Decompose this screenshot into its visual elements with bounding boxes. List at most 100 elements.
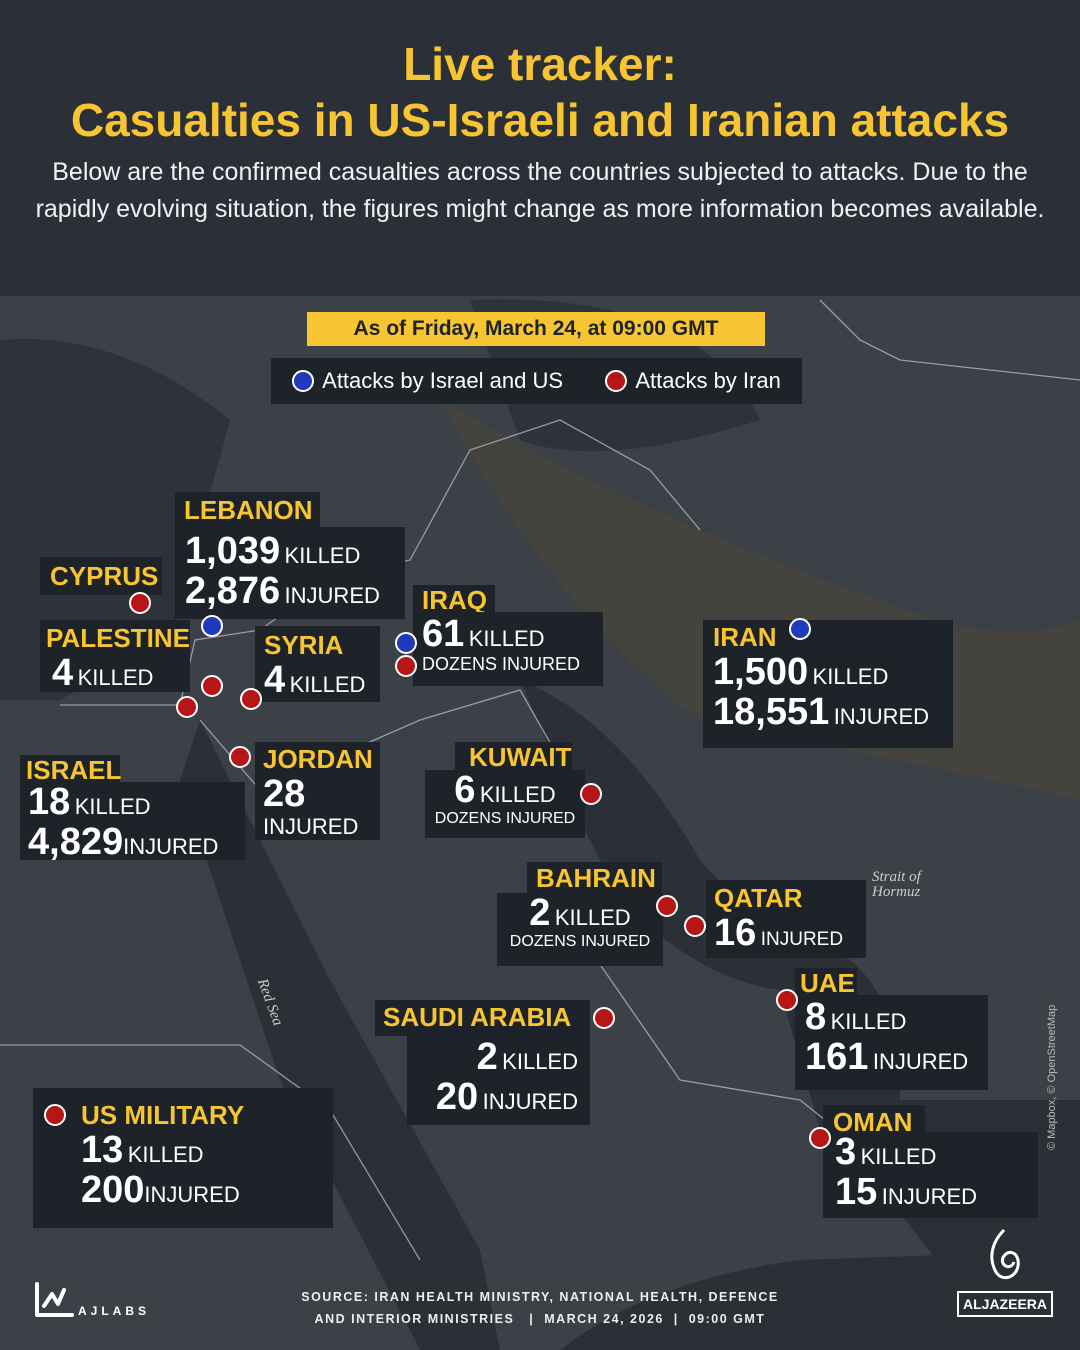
injured-text: DOZENS INJURED xyxy=(434,810,576,827)
injured-label: INJURED xyxy=(760,929,844,950)
aljazeera-calligraphy-icon xyxy=(990,1228,1020,1280)
injured-count: 20 xyxy=(435,1076,479,1118)
iraq-marker-red xyxy=(395,655,417,677)
injured-label: INJURED xyxy=(482,1089,578,1114)
killed-count: 6 xyxy=(454,769,476,811)
syria-box: SYRIA 4 KILLED xyxy=(255,626,380,702)
country-name: LEBANON xyxy=(184,495,313,525)
ajlabs-text: AJLABS xyxy=(78,1304,151,1318)
aljazeera-logo: ALJAZEERA xyxy=(957,1291,1054,1317)
lebanon-name-box: LEBANON xyxy=(175,492,320,528)
legend: Attacks by Israel and US Attacks by Iran xyxy=(271,358,802,404)
ajlabs-logo: AJLABS xyxy=(34,1282,150,1318)
blue-dot-icon xyxy=(292,370,315,392)
qatar-marker xyxy=(684,915,706,937)
killed-label: KILLED xyxy=(502,1049,578,1074)
saudi-stats: 2 KILLED 20 INJURED xyxy=(407,1035,590,1125)
injured-label: INJURED xyxy=(833,704,930,729)
us-military-marker xyxy=(44,1104,66,1126)
legend-iran: Attacks by Iran xyxy=(605,368,781,394)
map-credit: © Mapbox, © OpenStreetMap xyxy=(1046,1004,1058,1150)
killed-count: 4 xyxy=(264,659,286,701)
killed-label: KILLED xyxy=(468,626,545,651)
iraq-marker-blue xyxy=(395,632,417,654)
oman-marker xyxy=(809,1127,831,1149)
country-name: JORDAN xyxy=(263,744,373,774)
iran-box: IRAN 1,500 KILLED 18,551 INJURED xyxy=(703,620,953,748)
iraq-name-box: IRAQ xyxy=(413,585,495,615)
injured-count: 15 xyxy=(835,1171,878,1213)
ajlabs-chart-icon xyxy=(35,1282,74,1317)
country-name: PALESTINE xyxy=(46,623,190,653)
source-footer: SOURCE: IRAN HEALTH MINISTRY, NATIONAL H… xyxy=(280,1286,800,1330)
israel-name-box: ISRAEL xyxy=(20,755,121,785)
injured-text: DOZENS INJURED xyxy=(509,933,651,950)
bahrain-marker xyxy=(656,895,678,917)
country-name: CYPRUS xyxy=(50,561,159,591)
saudi-marker xyxy=(593,1007,615,1029)
source-line-2: AND INTERIOR MINISTRIES | MARCH 24, 2026… xyxy=(314,1312,766,1326)
kuwait-marker xyxy=(580,783,602,805)
bahrain-name-box: BAHRAIN xyxy=(527,862,662,895)
strait-label: Strait of Hormuz xyxy=(872,869,921,900)
injured-count: 161 xyxy=(805,1036,869,1078)
killed-label: KILLED xyxy=(77,665,154,690)
lebanon-stats: 1,039 KILLED 2,876 INJURED xyxy=(175,527,405,619)
killed-count: 13 xyxy=(81,1129,124,1171)
cyprus-marker xyxy=(129,592,151,614)
killed-count: 2 xyxy=(529,892,551,934)
killed-label: KILLED xyxy=(74,794,151,819)
country-name: US MILITARY xyxy=(81,1100,245,1130)
country-name: KUWAIT xyxy=(469,742,572,772)
killed-label: KILLED xyxy=(284,543,361,568)
injured-label: INJURED xyxy=(872,1049,969,1074)
subtitle: Below are the confirmed casualties acros… xyxy=(35,158,1045,223)
bahrain-stats: 2 KILLED DOZENS INJURED xyxy=(497,893,663,966)
us-military-box: US MILITARY 13 KILLED 200INJURED xyxy=(33,1088,333,1228)
title-line-2: Casualties in US-Israeli and Iranian att… xyxy=(70,94,1010,146)
syria-marker xyxy=(240,688,262,710)
jordan-marker xyxy=(229,746,251,768)
country-name: UAE xyxy=(800,968,855,998)
killed-label: KILLED xyxy=(554,905,631,930)
killed-label: KILLED xyxy=(830,1009,907,1034)
country-name: IRAQ xyxy=(422,585,487,615)
legend-israel-us: Attacks by Israel and US xyxy=(292,368,563,394)
israel-stats: 18 KILLED 4,829INJURED xyxy=(20,782,245,863)
cyprus-box: CYPRUS xyxy=(40,557,162,595)
killed-count: 4 xyxy=(52,652,74,694)
killed-label: KILLED xyxy=(127,1142,204,1167)
killed-label: KILLED xyxy=(289,672,366,697)
iraq-stats: 61 KILLED DOZENS INJURED xyxy=(413,612,603,686)
killed-label: KILLED xyxy=(860,1144,937,1169)
date-banner: As of Friday, March 24, at 09:00 GMT xyxy=(307,312,765,346)
country-name: QATAR xyxy=(714,883,803,913)
killed-count: 1,500 xyxy=(713,651,809,693)
iran-marker xyxy=(789,618,811,640)
palestine-box: PALESTINE 4 KILLED xyxy=(40,620,190,694)
red-dot-icon xyxy=(605,370,628,392)
injured-text: DOZENS INJURED xyxy=(422,654,581,674)
country-name: BAHRAIN xyxy=(536,863,656,893)
source-line-1: SOURCE: IRAN HEALTH MINISTRY, NATIONAL H… xyxy=(301,1290,779,1304)
title-line-1: Live tracker: xyxy=(403,38,677,90)
oman-stats: 3 KILLED 15 INJURED xyxy=(823,1132,1038,1218)
injured-label: INJURED xyxy=(284,583,380,608)
killed-count: 8 xyxy=(805,996,827,1038)
country-name: SAUDI ARABIA xyxy=(383,1002,572,1032)
injured-label: INJURED xyxy=(144,1182,240,1207)
uae-marker xyxy=(776,989,798,1011)
injured-label: INJURED xyxy=(881,1184,978,1209)
lebanon-marker xyxy=(201,615,223,637)
injured-count: 200 xyxy=(81,1169,145,1211)
jordan-box: JORDAN 28 INJURED xyxy=(255,742,380,840)
palestine-marker xyxy=(176,696,198,718)
injured-count: 4,829 xyxy=(28,821,124,863)
killed-count: 61 xyxy=(422,613,465,655)
qatar-box: QATAR 16 INJURED xyxy=(706,880,866,958)
killed-count: 2 xyxy=(476,1036,498,1078)
killed-count: 1,039 xyxy=(185,530,281,572)
killed-label: KILLED xyxy=(812,664,889,689)
country-name: SYRIA xyxy=(264,630,344,660)
saudi-name-box: SAUDI ARABIA xyxy=(375,1000,590,1036)
